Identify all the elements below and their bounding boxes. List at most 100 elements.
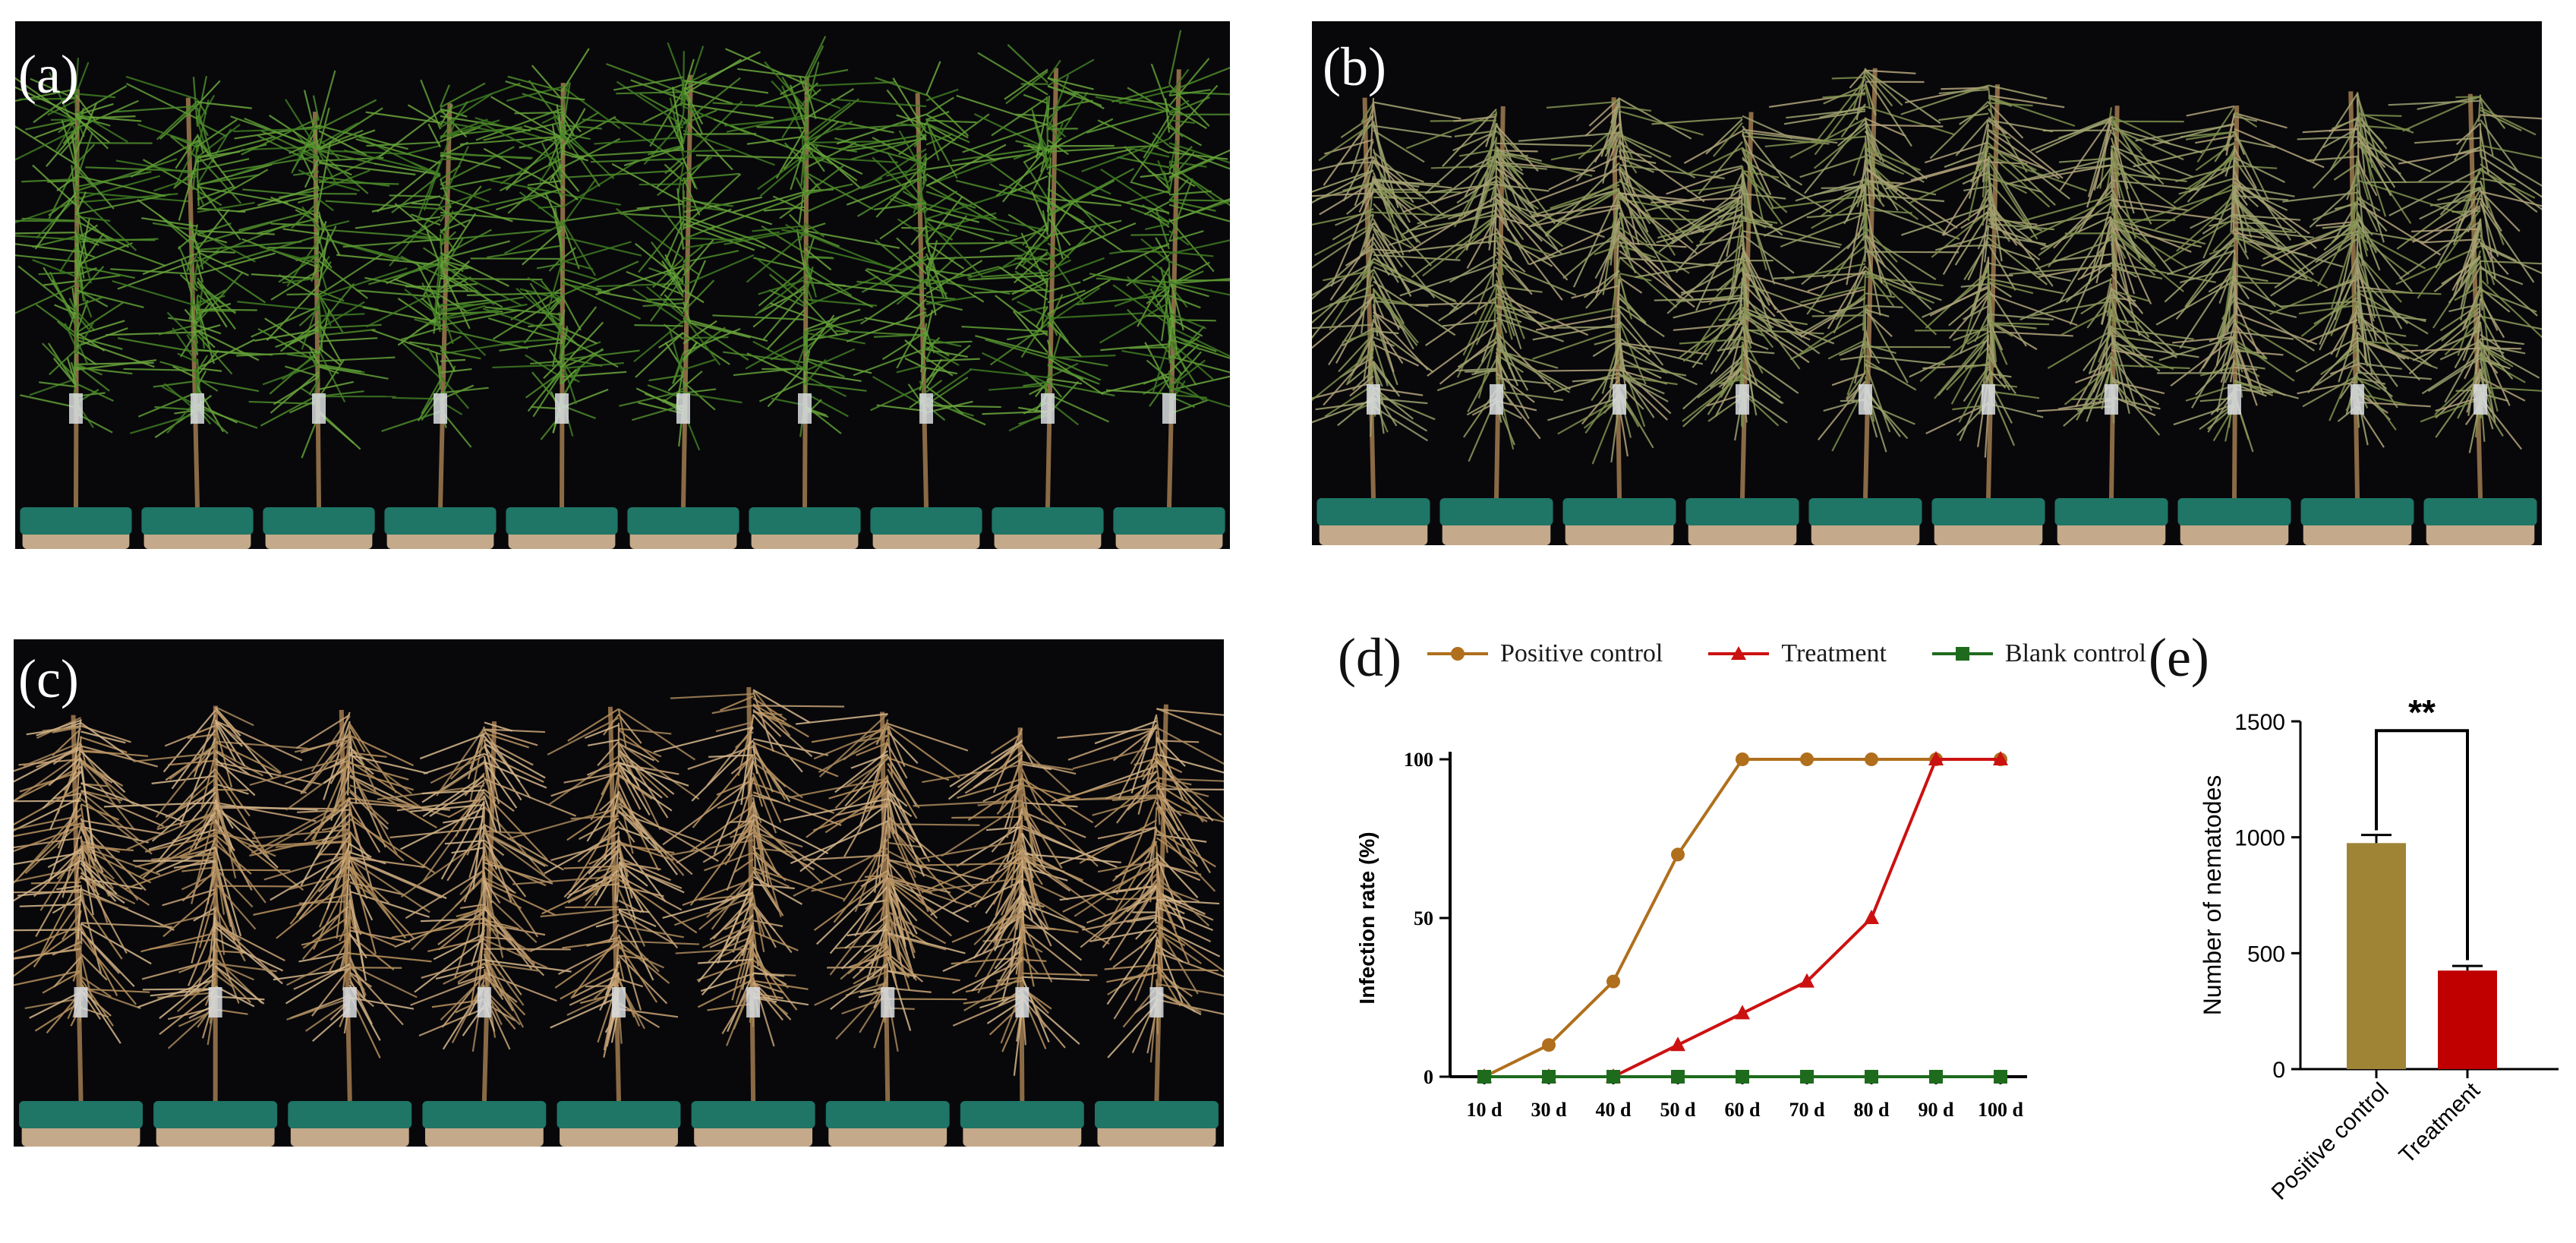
pine-needle <box>734 731 754 749</box>
pine-needle <box>1047 198 1076 239</box>
pine-needle <box>597 740 620 766</box>
pine-needle <box>1072 746 1157 770</box>
pine-needle <box>36 719 81 737</box>
pine-needle <box>410 803 484 812</box>
pine-needle <box>733 858 754 874</box>
pine-needle <box>1168 295 1201 309</box>
pine-needle <box>1496 348 1571 393</box>
pine-needle <box>1799 308 1866 355</box>
pine-needle <box>1742 308 1774 329</box>
pine-needle <box>1125 146 1170 158</box>
pine-needle <box>214 862 232 927</box>
pine-needle <box>1156 924 1199 995</box>
pine-needle <box>159 989 216 1035</box>
pine-needle <box>804 45 825 85</box>
pine-needle <box>780 80 806 96</box>
pine-needle <box>2357 115 2385 144</box>
pine-needle <box>159 912 216 928</box>
pine-needle <box>2111 232 2184 292</box>
pine-needle <box>661 207 684 238</box>
pine-needle <box>683 320 751 339</box>
pine-needle <box>1666 166 1743 195</box>
pine-needle <box>484 904 536 965</box>
pine-needle <box>1942 196 1989 276</box>
pine-needle <box>214 708 237 733</box>
pine-needle <box>752 831 803 848</box>
panel-label-c: (c) <box>18 648 79 709</box>
pine-needle <box>1324 384 1374 418</box>
pine-needle <box>197 250 235 254</box>
pine-needle <box>683 317 768 342</box>
pine-needle <box>1157 159 1171 189</box>
pine-needle <box>925 386 964 415</box>
pine-needle <box>632 288 684 324</box>
pine-needle <box>618 908 654 981</box>
pine-needle <box>2357 189 2379 232</box>
pine-needle <box>80 790 164 828</box>
pine-needle <box>1105 780 1157 800</box>
pine-needle <box>586 761 620 776</box>
pine-needle <box>397 298 441 328</box>
pine-needle <box>251 273 320 280</box>
x-tick-label: 60 d <box>1725 1099 1761 1121</box>
pine-needle <box>888 987 932 993</box>
pine-needle <box>1988 155 2088 192</box>
pine-needle <box>440 260 471 290</box>
pine-needle <box>1096 277 1170 283</box>
pine-needle <box>1373 280 1456 336</box>
pot-rim <box>153 1101 278 1128</box>
pine-needle <box>829 900 889 976</box>
pine-needle <box>484 789 515 812</box>
pine-needle <box>1843 185 1866 225</box>
seedling <box>1312 97 1464 545</box>
pine-needle <box>181 873 216 891</box>
pine-needle <box>683 172 740 180</box>
pine-needle <box>80 899 123 960</box>
pine-needle <box>1156 778 1224 782</box>
pine-needle <box>682 177 701 216</box>
pine-needle <box>1427 324 1497 377</box>
pine-needle <box>1168 386 1230 408</box>
pine-needle <box>317 232 329 287</box>
pine-needle <box>448 797 485 819</box>
pine-needle <box>2111 314 2177 358</box>
pine-needle <box>1340 115 1374 139</box>
pine-needle <box>1057 727 1157 739</box>
pine-needle <box>844 914 888 949</box>
pine-needle <box>2357 337 2439 370</box>
pine-needle <box>975 335 1048 355</box>
pine-needle <box>1156 783 1198 810</box>
pine-needle <box>1908 164 1989 204</box>
pine-needle <box>671 87 685 151</box>
pine-needle <box>1121 349 1170 360</box>
pine-needle <box>662 891 754 920</box>
pine-needle <box>440 259 464 273</box>
pine-needle <box>1021 853 1107 917</box>
pine-needle <box>1619 276 1643 294</box>
pine-needle <box>151 853 216 860</box>
pine-needle <box>1865 149 1925 183</box>
pine-needle <box>301 206 320 230</box>
pine-needle <box>689 820 754 906</box>
pine-needle <box>1405 112 1497 150</box>
pine-needle <box>741 941 755 990</box>
pine-needle <box>928 877 1023 892</box>
pine-needle <box>1168 151 1195 182</box>
pine-needle <box>492 364 563 369</box>
pine-needle <box>262 363 320 386</box>
pine-needle <box>1168 151 1228 160</box>
pine-needle <box>318 162 416 175</box>
pine-needle <box>1047 354 1116 359</box>
pine-needle <box>903 298 927 320</box>
pine-needle <box>527 276 563 300</box>
pine-needle <box>1988 84 2048 99</box>
pine-needle <box>1811 314 1866 317</box>
pine-needle <box>72 956 82 982</box>
pine-needle <box>440 295 468 313</box>
pine-needle <box>184 308 198 325</box>
pine-needle <box>2047 330 2112 370</box>
pine-needle <box>2234 263 2313 282</box>
pine-needle <box>1168 178 1193 242</box>
pine-needle <box>1618 150 1636 197</box>
pine-needle <box>561 280 642 320</box>
